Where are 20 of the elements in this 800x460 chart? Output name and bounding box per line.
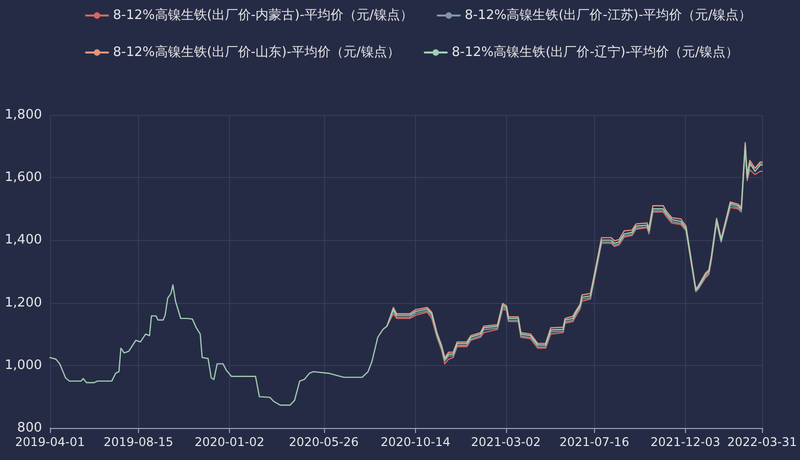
x-tick-label: 2021-12-03 [650,435,720,449]
x-tick-label: 2019-04-01 [15,435,85,449]
x-tick-label: 2021-03-02 [471,435,541,449]
x-tick-label: 2020-01-02 [194,435,264,449]
legend-label: 8-12%高镍生铁(出厂价-山东)-平均价（元/镍点） [113,44,400,60]
x-tick-label: 2022-03-31 [727,435,798,449]
line-series [49,144,763,406]
legend-label: 8-12%高镍生铁(出厂价-内蒙古)-平均价（元/镍点） [113,7,413,23]
x-tick-label: 2019-08-15 [104,435,174,449]
y-tick-label: 800 [17,420,42,436]
x-tick-label: 2020-10-14 [380,435,450,449]
legend-label: 8-12%高镍生铁(出厂价-江苏)-平均价（元/镍点） [464,7,752,23]
y-tick-label: 1,800 [4,108,42,122]
y-tick-label: 1,600 [4,170,42,186]
x-tick-label: 2021-07-16 [559,435,630,449]
y-tick-label: 1,200 [4,295,42,310]
legend-label: 8-12%高镍生铁(出厂价-辽宁)-平均价（元/镍点） [452,44,739,60]
y-tick-label: 1,000 [4,358,42,373]
x-tick-label: 2020-05-26 [288,435,359,449]
y-tick-label: 1,400 [4,232,42,248]
